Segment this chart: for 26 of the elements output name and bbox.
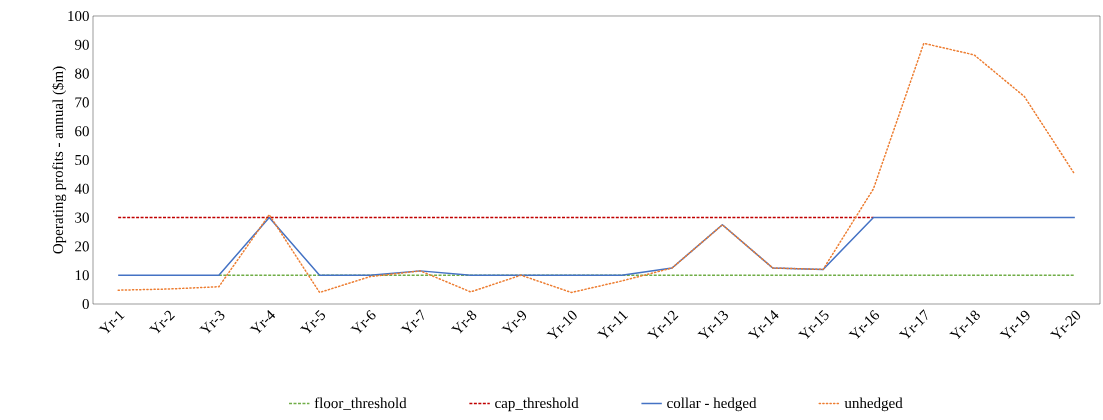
y-axis-title: Operating profits - annual ($m) (52, 66, 67, 254)
x-tick-label: Yr-7 (400, 309, 424, 334)
y-tick-label: 80 (75, 68, 89, 79)
legend-label: unhedged (844, 397, 903, 412)
y-tick-label: 50 (75, 154, 89, 166)
y-tick-label: 30 (75, 212, 89, 223)
line-series (117, 42, 1076, 294)
legend-label: cap_threshold (495, 397, 579, 412)
x-tick-label: Yr-4 (249, 310, 276, 334)
x-tick-label: Yr-9 (501, 310, 527, 334)
legend-label: floor_threshold (314, 397, 407, 410)
y-tick-label: 70 (75, 97, 89, 108)
x-tick-label: Yr-6 (350, 309, 376, 334)
legend-label: collar - hedged (667, 397, 757, 412)
x-tick-label: Yr-8 (451, 310, 477, 334)
y-tick-label: 10 (75, 270, 89, 281)
y-tick-label: 60 (75, 126, 89, 137)
y-tick-label: 100 (68, 10, 89, 22)
y-tick-label: 20 (75, 241, 89, 252)
x-tick-label: Yr-5 (299, 309, 326, 334)
y-tick-label: 0 (82, 298, 89, 310)
y-tick-label: 90 (74, 39, 89, 50)
x-tick-label: Yr-1 (98, 311, 125, 334)
x-tick-label: Yr-3 (199, 310, 225, 334)
x-tick-label: Yr-2 (148, 310, 175, 334)
y-tick-label: 40 (74, 183, 89, 194)
